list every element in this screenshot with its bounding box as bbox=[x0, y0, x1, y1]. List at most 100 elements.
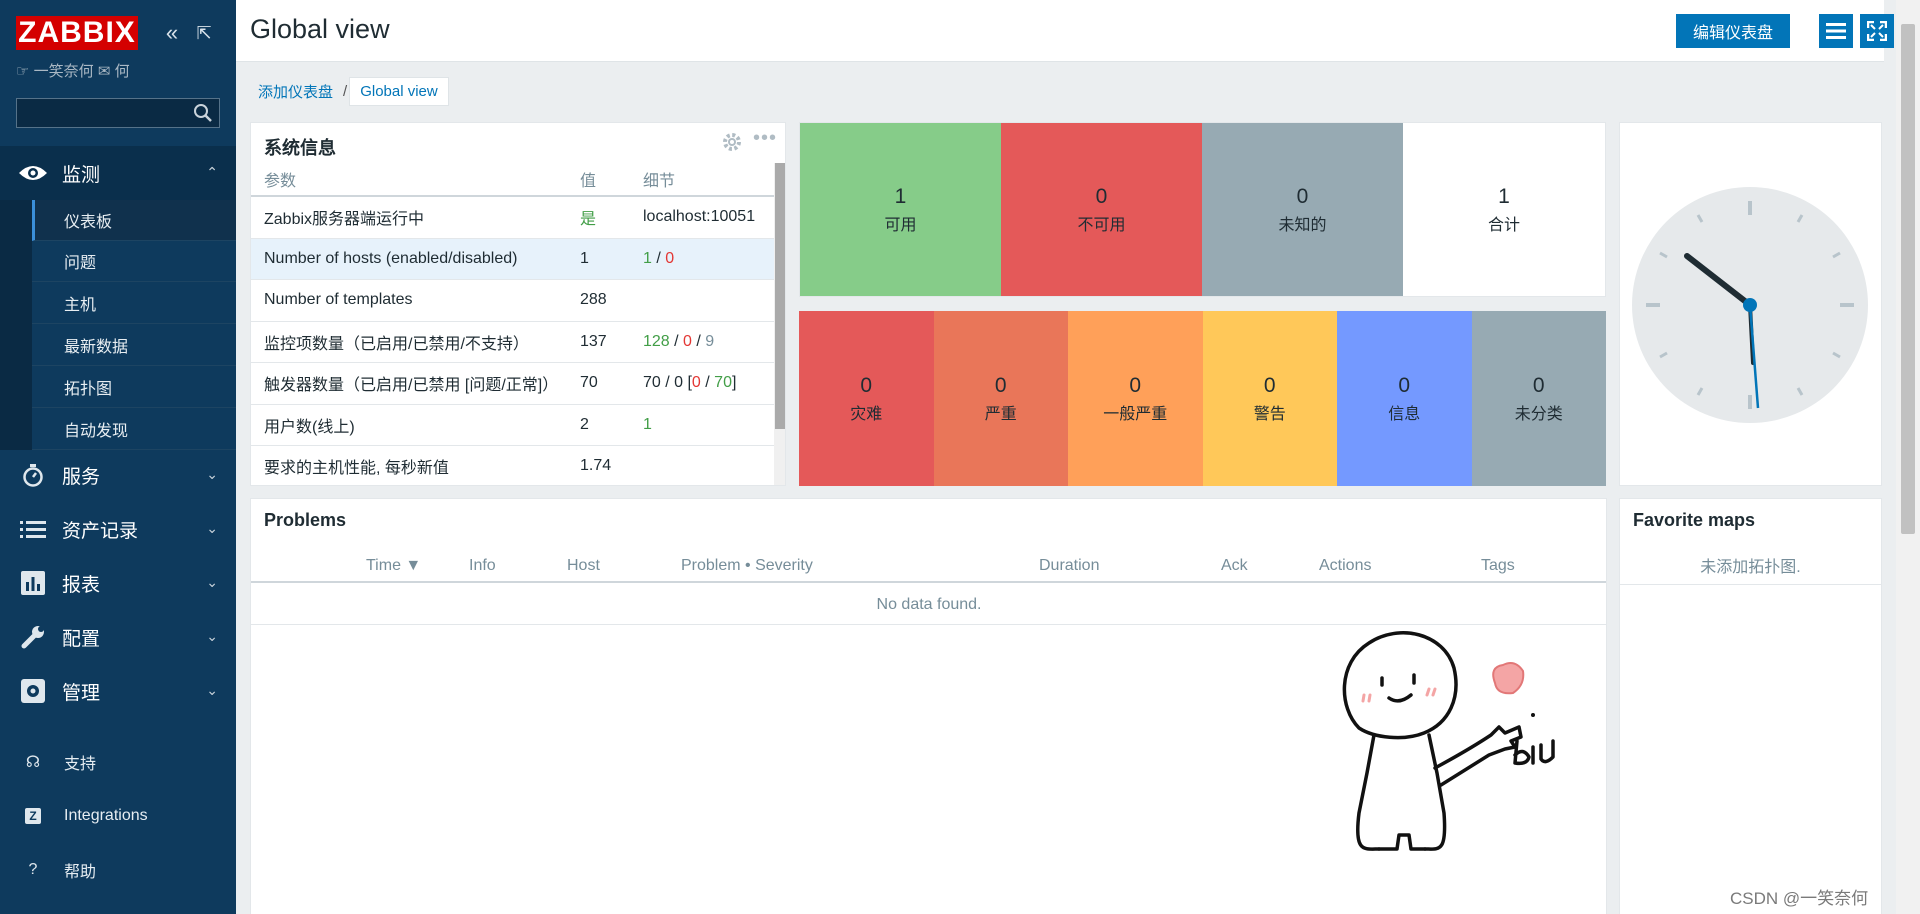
gear-icon bbox=[18, 676, 48, 706]
no-data-message: No data found. bbox=[251, 585, 1606, 625]
more-options-icon[interactable]: ••• bbox=[753, 127, 778, 149]
system-info-widget: 系统信息 ••• 参数 值 细节 Zabbix服务器端运行中 是 localho… bbox=[250, 122, 786, 486]
submenu-hosts[interactable]: 主机 bbox=[32, 283, 236, 324]
menu-button[interactable] bbox=[1819, 14, 1853, 48]
row-value: 70 bbox=[580, 374, 598, 392]
zabbix-z-icon: Z bbox=[18, 807, 48, 825]
menu-label: 监测 bbox=[62, 164, 101, 186]
sidebar-search bbox=[16, 98, 220, 128]
submenu-maps[interactable]: 拓扑图 bbox=[32, 367, 236, 408]
menu-administration[interactable]: 管理 ⌄ bbox=[0, 664, 236, 718]
column-header: Info bbox=[469, 557, 496, 574]
row-value: 是 bbox=[580, 211, 597, 229]
severity-tile[interactable]: 0 警告 bbox=[1202, 311, 1337, 486]
column-header: 参数 bbox=[264, 173, 297, 190]
tile-count: 0 bbox=[1532, 373, 1545, 397]
breadcrumb-parent[interactable]: 添加仪表盘 bbox=[258, 83, 334, 101]
hamburger-icon bbox=[1826, 23, 1846, 39]
submenu-discovery[interactable]: 自动发现 bbox=[32, 409, 236, 450]
row-param: 触发器数量（已启用/已禁用 [问题/正常]） bbox=[264, 377, 559, 395]
column-header: 细节 bbox=[643, 173, 676, 190]
tile-label: 灾难 bbox=[850, 405, 883, 423]
menu-label: 服务 bbox=[62, 466, 101, 488]
availability-tile[interactable]: 0 不可用 bbox=[1001, 123, 1202, 296]
widget-title: Favorite maps bbox=[1633, 510, 1756, 530]
search-icon[interactable] bbox=[193, 103, 213, 123]
menu-support[interactable]: ☊ 支持 bbox=[0, 742, 236, 782]
fullscreen-icon bbox=[1867, 21, 1887, 41]
table-row: Number of hosts (enabled/disabled) 1 1 /… bbox=[251, 238, 774, 280]
menu-help[interactable]: ? 帮助 bbox=[0, 850, 236, 890]
menu-label: 资产记录 bbox=[62, 520, 139, 542]
row-param: 要求的主机性能, 每秒新值 bbox=[264, 460, 449, 478]
table-header: 参数 值 细节 bbox=[251, 163, 774, 197]
chevron-down-icon: ⌄ bbox=[206, 682, 218, 698]
row-param: Number of hosts (enabled/disabled) bbox=[264, 249, 518, 267]
severity-tile[interactable]: 0 未分类 bbox=[1471, 311, 1606, 486]
menu-monitoring[interactable]: 监测 ⌃ bbox=[0, 146, 236, 200]
search-input[interactable] bbox=[17, 99, 187, 127]
menu-integrations[interactable]: Z Integrations bbox=[0, 796, 236, 836]
column-header: Problem • Severity bbox=[681, 557, 813, 574]
tile-count: 0 bbox=[1296, 184, 1309, 208]
column-header-time[interactable]: Time ▼ bbox=[366, 557, 422, 574]
severity-tile[interactable]: 0 信息 bbox=[1337, 311, 1472, 486]
row-detail: localhost:10051 bbox=[643, 208, 756, 226]
scrollbar-thumb[interactable] bbox=[775, 163, 785, 429]
gear-icon[interactable] bbox=[721, 131, 743, 153]
bar-chart-icon bbox=[18, 568, 48, 598]
headset-icon: ☊ bbox=[25, 754, 41, 771]
page-header: Global view 编辑仪表盘 bbox=[236, 0, 1894, 62]
fullscreen-button[interactable] bbox=[1860, 14, 1894, 48]
submenu-latest-data[interactable]: 最新数据 bbox=[32, 325, 236, 366]
tile-count: 0 bbox=[1398, 373, 1411, 397]
severity-tile[interactable]: 0 严重 bbox=[933, 311, 1068, 486]
chevron-up-icon: ⌃ bbox=[206, 164, 218, 180]
menu-reports[interactable]: 报表 ⌄ bbox=[0, 556, 236, 610]
problems-widget: Problems Time ▼ Info Host Problem • Seve… bbox=[250, 498, 1607, 914]
breadcrumb-current[interactable]: Global view bbox=[349, 76, 449, 106]
tile-label: 可用 bbox=[884, 216, 917, 234]
user-icon: ☞ bbox=[16, 63, 30, 80]
table-row: 要求的主机性能, 每秒新值 1.74 bbox=[251, 446, 774, 485]
collapse-sidebar-icon[interactable]: « bbox=[165, 20, 179, 45]
user-info[interactable]: ☞ 一笑奈何 ✉ 何 bbox=[16, 63, 130, 80]
menu-services[interactable]: 服务 ⌄ bbox=[0, 448, 236, 502]
column-header: Tags bbox=[1481, 557, 1515, 574]
menu-label: 配置 bbox=[62, 628, 101, 650]
tile-label: 未分类 bbox=[1514, 405, 1563, 423]
widget-title: Problems bbox=[264, 510, 347, 530]
breadcrumb: 添加仪表盘 / Global view bbox=[250, 76, 449, 106]
table-row: Zabbix服务器端运行中 是 localhost:10051 bbox=[251, 197, 774, 239]
table-row: 监控项数量（已启用/已禁用/不支持） 137 128 / 0 / 9 bbox=[251, 322, 774, 363]
row-param: 用户数(线上) bbox=[264, 418, 355, 436]
kiosk-mode-icon[interactable]: ⇱ bbox=[196, 23, 212, 43]
row-param: Number of templates bbox=[264, 291, 413, 309]
widget-scrollbar[interactable] bbox=[774, 163, 785, 485]
menu-label: 管理 bbox=[62, 682, 101, 704]
menu-inventory[interactable]: 资产记录 ⌄ bbox=[0, 502, 236, 556]
menu-configuration[interactable]: 配置 ⌄ bbox=[0, 610, 236, 664]
severity-tile[interactable]: 0 一般严重 bbox=[1068, 311, 1203, 486]
page-scrollbar[interactable] bbox=[1896, 0, 1920, 914]
watermark-text: CSDN @一笑奈何 bbox=[1730, 889, 1869, 908]
menu-label: 报表 bbox=[62, 574, 101, 596]
availability-tile[interactable]: 1 合计 bbox=[1403, 123, 1605, 296]
submenu-dashboard[interactable]: 仪表板 bbox=[32, 200, 236, 241]
severity-tile[interactable]: 0 灾难 bbox=[799, 311, 934, 486]
row-param: Zabbix服务器端运行中 bbox=[264, 211, 425, 229]
breadcrumb-separator: / bbox=[343, 82, 348, 100]
submenu-problems[interactable]: 问题 bbox=[32, 241, 236, 282]
host-availability-widget: 1 可用 0 不可用 0 未知的 1 合计 bbox=[799, 122, 1606, 297]
edit-dashboard-button[interactable]: 编辑仪表盘 bbox=[1676, 14, 1790, 48]
table-row: 触发器数量（已启用/已禁用 [问题/正常]） 70 70 / 0 [0 / 70… bbox=[251, 363, 774, 405]
zabbix-logo[interactable]: ZABBIX bbox=[16, 16, 138, 50]
message-icon: ✉ bbox=[97, 63, 111, 80]
availability-tile[interactable]: 0 未知的 bbox=[1202, 123, 1403, 296]
page-scrollbar-thumb[interactable] bbox=[1901, 24, 1915, 534]
page-title: Global view bbox=[250, 14, 390, 44]
tile-count: 0 bbox=[1095, 184, 1108, 208]
column-header: Host bbox=[567, 557, 600, 574]
tile-count: 0 bbox=[994, 373, 1007, 397]
availability-tile[interactable]: 1 可用 bbox=[800, 123, 1001, 296]
